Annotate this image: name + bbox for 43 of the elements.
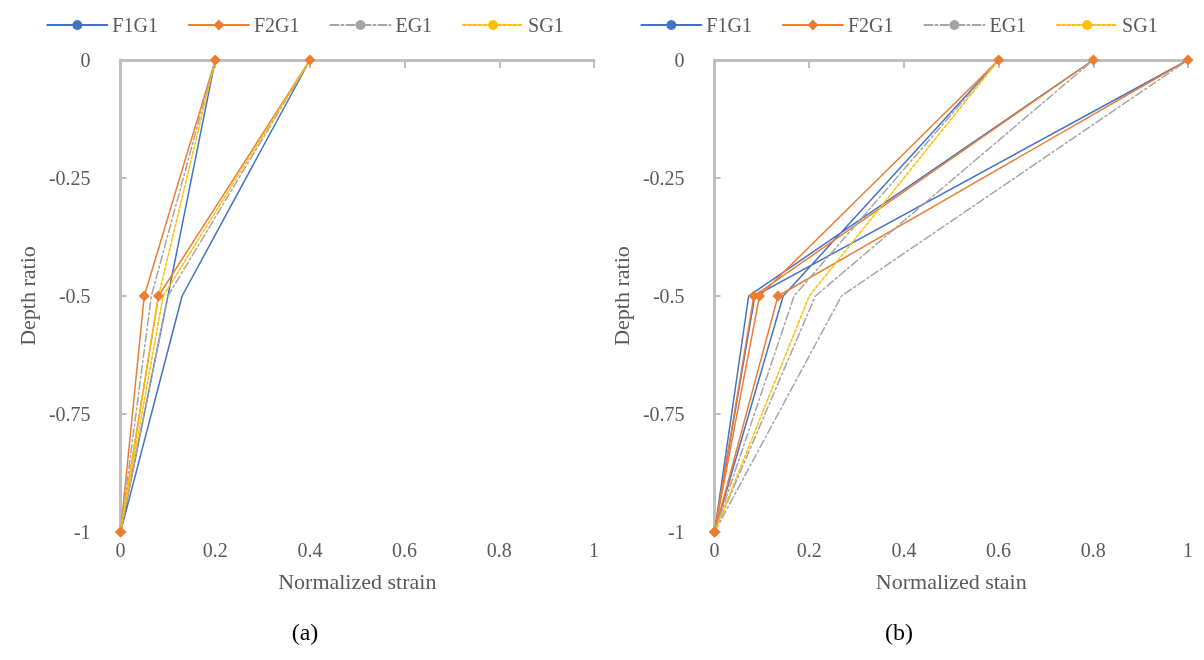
y-tick-label: -0.75 bbox=[642, 403, 685, 425]
y-tick-label: 0 bbox=[80, 49, 91, 71]
point bbox=[772, 290, 784, 302]
x-tick-label: 0.8 bbox=[1080, 539, 1106, 561]
legend-label: SG1 bbox=[528, 14, 564, 36]
legend-label: F1G1 bbox=[706, 14, 752, 36]
x-axis-title: Normalized strain bbox=[278, 568, 437, 594]
legend-label: F2G1 bbox=[847, 14, 894, 36]
x-tick-label: 0.4 bbox=[891, 539, 917, 561]
legend-label: SG1 bbox=[1122, 14, 1158, 36]
point bbox=[304, 54, 316, 66]
x-tick-label: 0.2 bbox=[796, 539, 822, 561]
point bbox=[153, 290, 164, 302]
y-tick-label: -1 bbox=[667, 521, 685, 543]
y-tick-label: 0 bbox=[674, 49, 685, 71]
y-tick-label: -0.5 bbox=[652, 285, 685, 307]
legend-label: F2G1 bbox=[253, 14, 300, 36]
point bbox=[210, 54, 221, 66]
x-tick-label: 0.6 bbox=[392, 539, 418, 561]
x-tick-label: 0.2 bbox=[202, 539, 228, 561]
x-tick-label: 1 bbox=[589, 539, 599, 561]
x-tick-label: 1 bbox=[1183, 539, 1193, 561]
point bbox=[138, 290, 150, 302]
y-tick-label: -0.25 bbox=[48, 167, 91, 189]
text: (b) bbox=[885, 619, 913, 645]
legend-label: F1G1 bbox=[112, 14, 158, 36]
y-axis-title: Depth ratio bbox=[14, 246, 40, 346]
legend-label: EG1 bbox=[989, 14, 1027, 36]
y-tick-label: -0.25 bbox=[642, 167, 685, 189]
point bbox=[993, 54, 1004, 66]
x-tick-label: 0.6 bbox=[986, 539, 1012, 561]
x-tick-label: 0.8 bbox=[486, 539, 512, 561]
y-axis-title: Depth ratio bbox=[608, 246, 634, 346]
y-tick-label: -0.75 bbox=[48, 403, 91, 425]
point bbox=[1088, 54, 1099, 66]
x-tick-label: 0 bbox=[709, 539, 720, 561]
x-tick-label: 0 bbox=[115, 539, 126, 561]
y-tick-label: -1 bbox=[73, 521, 91, 543]
x-axis-title: Normalized stain bbox=[875, 568, 1027, 594]
text: (a) bbox=[291, 619, 319, 645]
x-tick-label: 0.4 bbox=[297, 539, 323, 561]
y-tick-label: -0.5 bbox=[58, 285, 91, 307]
legend-label: EG1 bbox=[395, 14, 433, 36]
